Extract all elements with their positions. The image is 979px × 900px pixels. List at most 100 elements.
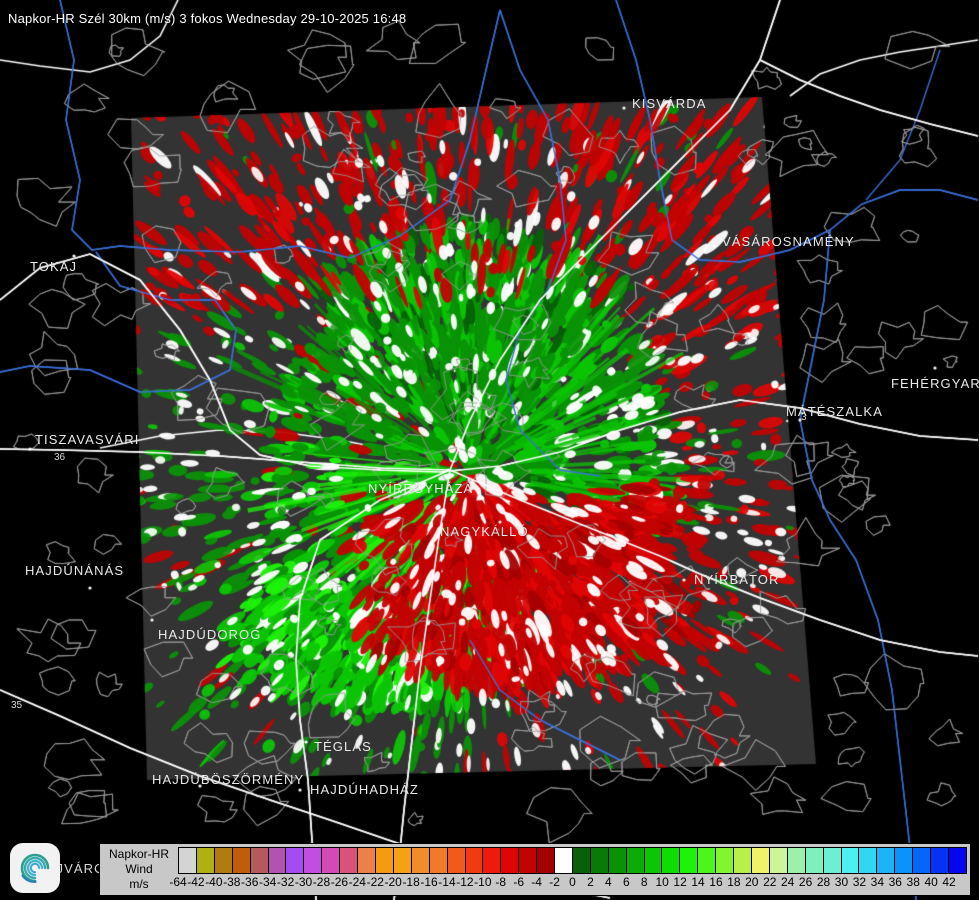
legend-swatch-15 [447, 848, 466, 873]
color-scale-legend: Napkor-HR Wind m/s -64 -42 -40 -38 -36 -34 -32… [99, 843, 971, 896]
legend-swatch-14 [429, 848, 448, 873]
legend-swatch-29 [698, 848, 717, 873]
organization-logo[interactable] [10, 843, 60, 893]
legend-tick-37: 30 [834, 875, 849, 889]
legend-tick-19: -6 [513, 875, 525, 889]
legend-swatch-31 [734, 848, 752, 873]
legend-swatch-3 [232, 848, 251, 873]
legend-radar-name: Napkor-HR [108, 847, 169, 861]
legend-swatch-16 [465, 848, 484, 873]
legend-swatch-30 [716, 848, 735, 873]
spiral-swirl-icon [20, 853, 50, 883]
legend-swatch-9 [340, 848, 359, 873]
legend-tick-24: 4 [605, 875, 612, 889]
legend-tick-10: -24 [348, 875, 366, 889]
legend-swatch-2 [214, 848, 233, 873]
legend-tick-7: -30 [294, 875, 313, 889]
legend-tick-23: 2 [587, 875, 594, 889]
legend-swatch-6 [286, 848, 305, 873]
legend-swatch-39 [877, 848, 896, 873]
legend-swatch-32 [752, 848, 770, 873]
legend-swatch-40 [895, 848, 914, 873]
legend-tick-26: 8 [640, 875, 648, 889]
legend-swatch-28 [680, 848, 699, 873]
legend-swatch-10 [358, 848, 376, 873]
legend-swatch-19 [519, 848, 538, 873]
legend-swatch-8 [322, 848, 341, 873]
legend-tick-6: -32 [276, 875, 295, 889]
legend-swatch-11 [375, 848, 394, 873]
legend-scale: -64 -42 -40 -38 -36 -34 -32 -30 -28 -26 -24 -22 -20-… [169, 844, 970, 895]
legend-tick-35: 26 [798, 875, 813, 889]
legend-tick-18: -8 [495, 875, 507, 889]
legend-swatch-18 [501, 848, 520, 873]
legend-swatch-0 [179, 848, 197, 873]
legend-swatch-34 [787, 848, 806, 873]
legend-swatch-13 [411, 848, 430, 873]
legend-swatch-20 [537, 848, 556, 873]
legend-tick-12: -20 [384, 875, 402, 889]
legend-swatch-37 [841, 848, 860, 873]
legend-tick-29: 14 [691, 875, 705, 889]
legend-tick-36: 28 [816, 875, 831, 889]
legend-tick-43: 42 [942, 875, 956, 889]
legend-tick-21: -2 [549, 875, 560, 889]
legend-swatch-23 [590, 848, 609, 873]
legend-tick-42: 40 [924, 875, 938, 889]
legend-tick-39: 34 [870, 875, 885, 889]
legend-swatch-1 [196, 848, 215, 873]
legend-swatch-33 [769, 848, 788, 873]
logo-plate [10, 843, 60, 893]
legend-tick-31: 18 [727, 875, 741, 889]
legend-tick-34: 24 [780, 875, 795, 889]
legend-swatch-row [178, 847, 967, 874]
legend-swatch-42 [931, 848, 949, 873]
legend-tick-22: 0 [569, 875, 576, 889]
legend-tick-2: -40 [205, 875, 223, 889]
legend-tick-13: -18 [402, 875, 420, 889]
legend-tick-15: -14 [438, 875, 456, 889]
legend-unit: m/s [129, 877, 149, 891]
legend-swatch-7 [304, 848, 323, 873]
road-number-3: 3 [801, 412, 807, 423]
legend-swatch-4 [250, 848, 269, 873]
legend-tick-16: -12 [456, 875, 474, 889]
legend-swatch-5 [268, 848, 287, 873]
legend-tick-30: 16 [709, 875, 723, 889]
legend-tick-1: -42 [187, 875, 205, 889]
legend-tick-40: 36 [888, 875, 902, 889]
legend-tick-41: 38 [906, 875, 920, 889]
legend-tick-8: -28 [312, 875, 331, 889]
page-title: Napkor-HR Szél 30km (m/s) 3 fokos Wednes… [8, 11, 407, 26]
legend-tick-4: -36 [241, 875, 259, 889]
legend-tick-38: 32 [852, 875, 867, 889]
legend-tick-17: -10 [474, 875, 492, 889]
legend-tick-33: 22 [763, 875, 777, 889]
legend-swatch-12 [393, 848, 412, 873]
legend-swatch-26 [644, 848, 663, 873]
occluded-city-label: ÚJVÁROS [46, 861, 116, 876]
road-number-35: 35 [11, 700, 23, 711]
legend-tick-27: 10 [655, 875, 669, 889]
legend-tick-32: 20 [745, 875, 759, 889]
legend-tick-25: 6 [622, 875, 630, 889]
legend-swatch-25 [626, 848, 645, 873]
legend-swatch-24 [608, 848, 627, 873]
legend-swatch-41 [913, 848, 932, 873]
legend-swatch-21 [555, 848, 573, 873]
legend-swatch-17 [483, 848, 502, 873]
road-number-36: 36 [54, 452, 66, 463]
legend-swatch-27 [662, 848, 681, 873]
legend-swatch-22 [572, 848, 591, 873]
legend-tick-9: -26 [330, 875, 349, 889]
legend-tick-5: -34 [258, 875, 277, 889]
legend-tick-14: -16 [420, 875, 438, 889]
legend-tick-0: -64 [169, 875, 187, 889]
legend-quantity: Wind [125, 862, 153, 876]
legend-titles: Napkor-HR Wind m/s [100, 844, 178, 895]
legend-tick-row: -64 -42 -40 -38 -36 -34 -32 -30 -28 -26 -24 -22 -20-… [169, 874, 967, 894]
legend-tick-11: -22 [366, 875, 384, 889]
legend-swatch-38 [859, 848, 878, 873]
